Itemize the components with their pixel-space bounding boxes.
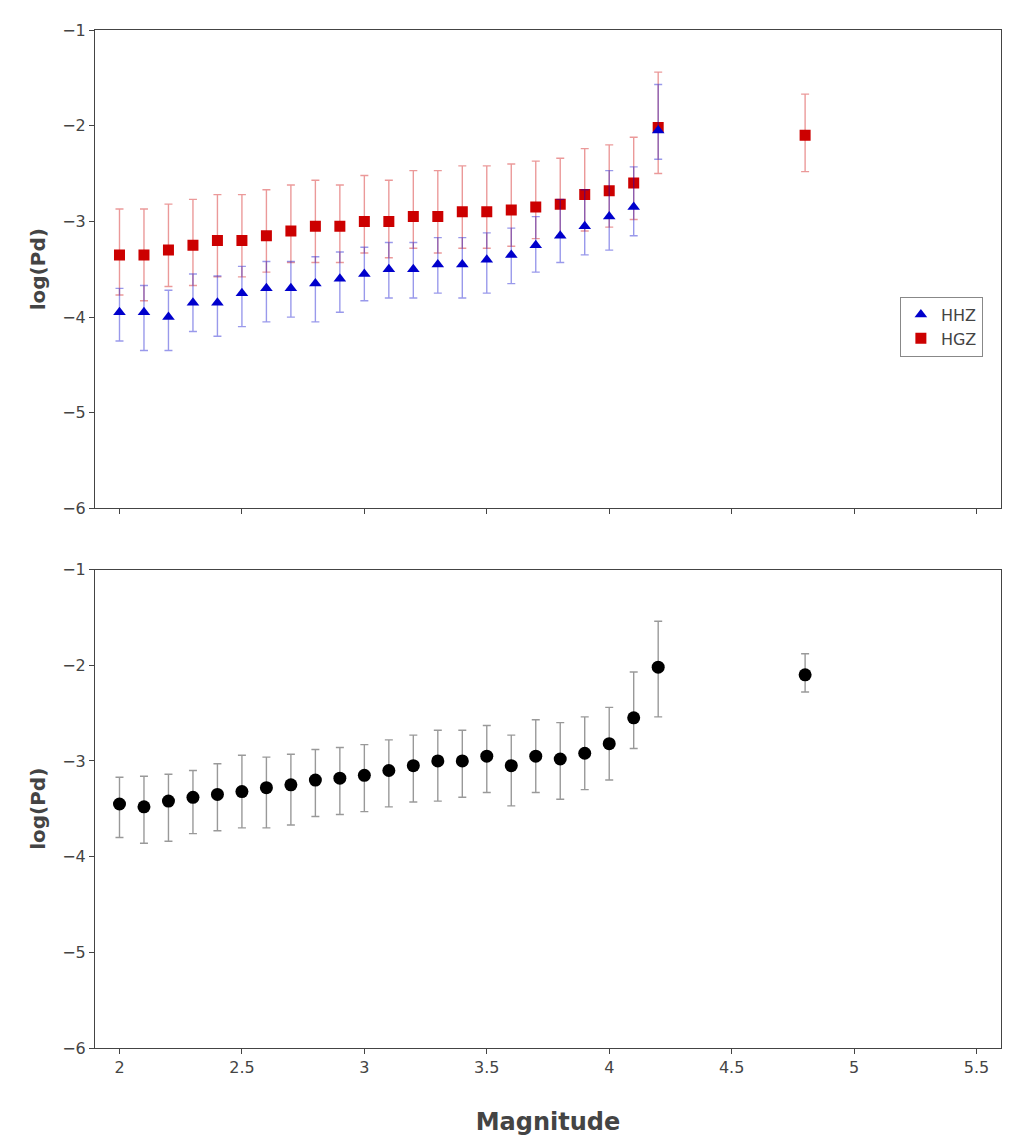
svg-text:−5: −5 <box>62 943 86 962</box>
svg-text:Magnitude: Magnitude <box>476 1108 621 1136</box>
svg-text:−1: −1 <box>62 21 86 40</box>
svg-text:log(Pd): log(Pd) <box>26 768 50 850</box>
svg-text:−6: −6 <box>62 1039 86 1058</box>
svg-text:−5: −5 <box>62 403 86 422</box>
svg-text:3: 3 <box>359 1058 369 1077</box>
svg-text:5: 5 <box>849 1058 859 1077</box>
svg-text:HHZ: HHZ <box>941 306 976 325</box>
svg-text:2.5: 2.5 <box>229 1058 254 1077</box>
svg-text:−4: −4 <box>62 847 86 866</box>
svg-text:−6: −6 <box>62 499 86 518</box>
svg-text:−1: −1 <box>62 560 86 579</box>
svg-text:−3: −3 <box>62 752 86 771</box>
svg-text:−3: −3 <box>62 212 86 231</box>
svg-text:log(Pd): log(Pd) <box>26 228 50 310</box>
svg-text:4.5: 4.5 <box>719 1058 744 1077</box>
svg-text:5.5: 5.5 <box>964 1058 989 1077</box>
svg-text:−2: −2 <box>62 656 86 675</box>
svg-text:2: 2 <box>114 1058 124 1077</box>
svg-text:3.5: 3.5 <box>474 1058 499 1077</box>
svg-text:−4: −4 <box>62 308 86 327</box>
svg-text:HGZ: HGZ <box>941 330 976 349</box>
svg-text:−2: −2 <box>62 116 86 135</box>
svg-text:4: 4 <box>604 1058 614 1077</box>
